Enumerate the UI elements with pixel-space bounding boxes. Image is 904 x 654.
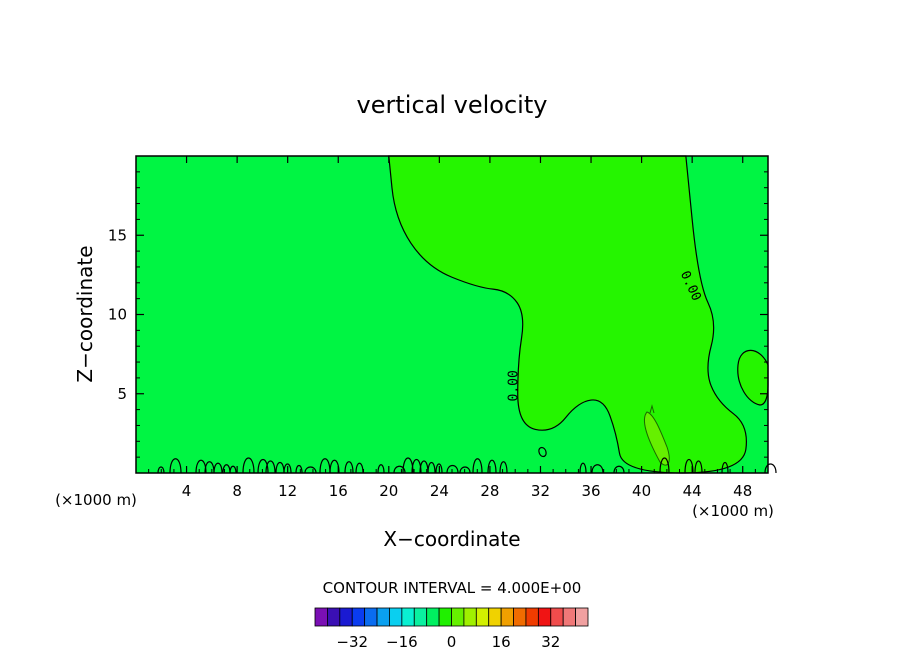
x-tick-label: 44 <box>683 482 702 500</box>
colorbar-tick-label: 16 <box>492 633 511 651</box>
surface-contour <box>472 458 483 474</box>
colorbar-tick-label: 0 <box>447 633 457 651</box>
y-axis: 5 10 15 <box>108 171 768 458</box>
colorbar-swatch <box>339 607 353 627</box>
x-tick-label: 16 <box>329 482 348 500</box>
colorbar-swatch <box>389 607 403 627</box>
surface-contour <box>242 457 255 474</box>
y-tick-label: 5 <box>117 385 127 403</box>
surface-contour <box>213 462 223 474</box>
colorbar-swatch <box>327 607 341 627</box>
colorbar-swatch <box>500 607 514 627</box>
surface-contour <box>591 464 604 474</box>
surface-contour <box>257 458 269 474</box>
surface-contour <box>721 461 729 474</box>
surface-contour <box>435 463 443 474</box>
colorbar-swatch <box>475 607 490 627</box>
surface-contour <box>459 466 471 474</box>
surface-contour <box>499 461 508 474</box>
x-axis: 4 8 12 16 20 24 28 32 36 40 44 48 <box>148 156 756 500</box>
surface-contour <box>659 457 670 474</box>
colorbar-swatch <box>550 607 564 627</box>
y-tick-label: 15 <box>108 226 127 244</box>
surface-contour <box>295 464 303 474</box>
surface-contour <box>283 463 292 474</box>
colorbar-swatch <box>525 607 539 627</box>
x-tick-label: 4 <box>182 482 192 500</box>
x-tick-label: 20 <box>379 482 398 500</box>
right-edge-blob-contour <box>737 349 769 406</box>
contour-label: 0.00 <box>507 370 522 401</box>
colorbar-tick-label: 32 <box>541 633 560 651</box>
surface-contour <box>613 465 625 474</box>
surface-contour <box>344 461 354 474</box>
x-tick-label: 40 <box>632 482 651 500</box>
x-tick-label: 28 <box>480 482 499 500</box>
surface-contour <box>487 459 497 474</box>
surface-contour <box>393 465 406 474</box>
colorbar-swatch <box>314 607 328 627</box>
y-axis-label: Z−coordinate <box>73 245 97 382</box>
y-tick-label: 10 <box>108 306 127 324</box>
surface-contour <box>355 462 364 474</box>
x-tick-label: 48 <box>733 482 752 500</box>
x-tick-label: 12 <box>278 482 297 500</box>
surface-contour <box>446 464 459 474</box>
colorbar-swatch <box>488 607 502 627</box>
x-unit-right: (×1000 m) <box>692 502 774 520</box>
x-axis-label: X−coordinate <box>383 527 520 551</box>
small-closed-contour <box>538 446 547 458</box>
strong-updraft-cell-tip <box>649 404 655 414</box>
colorbar-swatch <box>537 607 552 627</box>
chart-title: vertical velocity <box>357 91 548 119</box>
colorbar-tick-label: −32 <box>336 633 368 651</box>
colorbar-swatch <box>426 607 440 627</box>
colorbar-tick-label: −16 <box>386 633 418 651</box>
colorbar-swatch <box>513 607 527 627</box>
surface-contour <box>169 458 182 474</box>
colorbar-swatch <box>376 607 390 627</box>
surface-contour <box>377 464 385 474</box>
colorbar-swatch <box>401 607 415 627</box>
colorbar-swatch <box>451 607 465 627</box>
contour-interval-text: CONTOUR INTERVAL = 4.000E+00 <box>323 579 582 597</box>
surface-contour <box>694 460 703 474</box>
surface-contour <box>157 466 165 474</box>
colorbar-swatch <box>562 607 576 627</box>
colorbar: −32 −16 0 16 32 <box>314 607 589 651</box>
surface-contour <box>304 466 317 474</box>
x-tick-label: 32 <box>531 482 550 500</box>
colorbar-swatch <box>463 607 477 627</box>
x-tick-label: 24 <box>430 482 449 500</box>
x-unit-left: (×1000 m) <box>55 491 137 509</box>
x-tick-label: 8 <box>232 482 242 500</box>
x-tick-label: 36 <box>581 482 600 500</box>
surface-contour <box>684 458 694 474</box>
colorbar-swatch <box>364 607 378 627</box>
surface-contour <box>764 463 777 474</box>
near-surface-contours <box>157 446 777 474</box>
colorbar-swatch <box>438 607 452 627</box>
surface-contour <box>427 461 436 474</box>
colorbar-swatch <box>351 607 366 627</box>
colorbar-swatch <box>575 607 589 627</box>
updraft-region <box>388 155 747 474</box>
surface-contour <box>229 465 237 474</box>
surface-contour <box>579 462 587 474</box>
colorbar-swatch <box>413 607 428 627</box>
